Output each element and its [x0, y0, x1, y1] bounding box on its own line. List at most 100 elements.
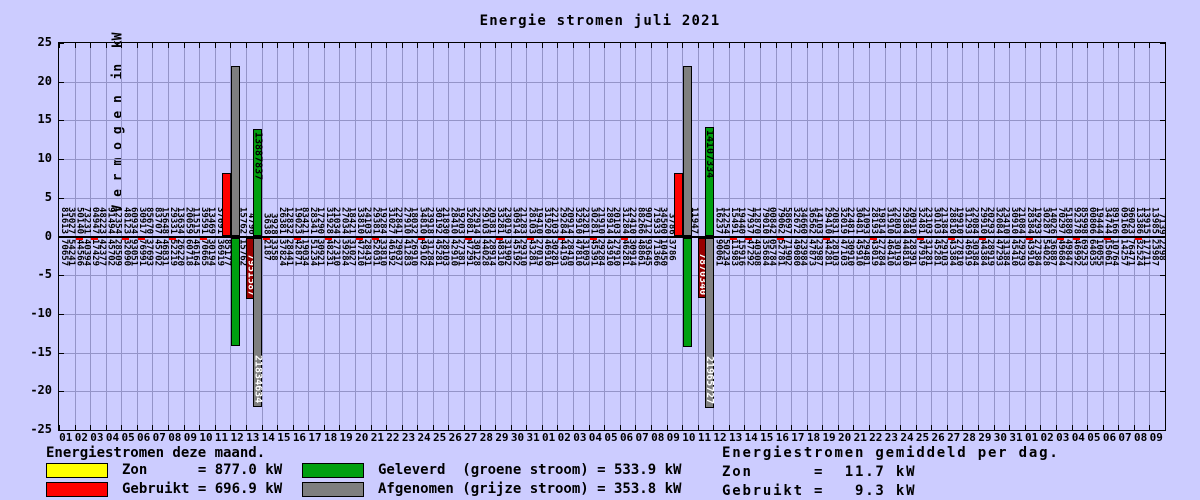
top-tick — [682, 43, 683, 48]
bottom-tick — [355, 425, 356, 430]
bottom-tick — [137, 425, 138, 430]
top-tick — [557, 43, 558, 48]
day-value-upper: 34660 — [798, 207, 809, 235]
x-tick-label: 06 — [137, 431, 151, 444]
bottom-tick — [246, 425, 247, 430]
day-value-upper: 32672 — [791, 207, 802, 235]
day-value-lower: 27384 — [1031, 238, 1042, 266]
bottom-tick — [262, 425, 263, 430]
day-value-lower: 52219 — [168, 238, 179, 266]
day-value-lower: 30128 — [471, 238, 481, 266]
day-value-upper: 13386 — [1133, 207, 1144, 235]
day-value-lower: 42910 — [448, 238, 459, 266]
bottom-tick — [168, 425, 169, 430]
bottom-tick — [1134, 425, 1135, 430]
top-tick — [448, 43, 449, 48]
day-value-upper: 28410 — [448, 207, 459, 235]
day-value-lower: 46192 — [386, 238, 397, 266]
bottom-tick — [573, 425, 574, 430]
bottom-tick — [931, 425, 932, 430]
y-tick-label: -10 — [30, 305, 52, 320]
day-value-upper: 26381 — [277, 207, 288, 235]
x-tick-label: 16 — [775, 431, 789, 444]
day-value-upper: 30103 — [931, 207, 942, 235]
bottom-tick — [916, 425, 917, 430]
day-value-upper: 22481 — [844, 207, 855, 235]
day-value-lower: 31902 — [502, 238, 513, 266]
tiny-red-bar — [465, 237, 472, 240]
top-tick — [978, 43, 979, 48]
day-value-lower: 46919 — [962, 238, 973, 266]
x-tick-label: 17 — [308, 431, 322, 444]
day-value-lower: 32090 — [121, 238, 132, 266]
bottom-tick — [184, 425, 185, 430]
top-tick — [713, 43, 714, 48]
day-value-upper: 22914 — [471, 207, 481, 235]
top-tick — [121, 43, 122, 48]
bar-value-label: 14107334 — [704, 130, 716, 179]
x-tick-label: 03 — [90, 431, 104, 444]
top-tick — [324, 43, 325, 48]
right-tick — [1160, 313, 1165, 315]
tiny-red-bar — [1103, 237, 1111, 240]
day-value-upper: 81613 — [59, 207, 69, 235]
bar-gray-down: 21834634 — [252, 237, 263, 407]
day-value-lower: 31281 — [922, 238, 933, 266]
x-tick-label: 02 — [74, 431, 88, 444]
day-value-lower: 90061 — [713, 238, 724, 266]
top-tick — [698, 43, 699, 48]
day-value-upper: 00842 — [766, 207, 777, 235]
day-value-upper: 51880 — [1062, 207, 1073, 235]
x-tick-label: 11 — [697, 431, 712, 444]
day-value-upper: 91494 — [105, 207, 116, 235]
day-value-lower: 29037 — [393, 238, 404, 266]
day-value-upper: 04947 — [90, 207, 101, 235]
day-value-lower: 39284 — [339, 238, 350, 266]
day-value-lower: 48310 — [495, 238, 506, 266]
day-value-lower: 27910 — [611, 238, 622, 266]
bottom-tick — [978, 425, 979, 430]
bottom-tick — [682, 425, 683, 430]
day-value-upper: 30917 — [136, 207, 147, 235]
day-value-lower: 14257 — [1118, 238, 1129, 266]
bar-gray-up — [682, 66, 692, 237]
day-value-upper: 19444 — [1094, 207, 1105, 235]
day-value-upper: 20059 — [183, 207, 194, 235]
day-value-upper: 90712 — [642, 207, 653, 235]
x-tick-label: 09 — [183, 431, 198, 444]
bar-value-label: 21965727 — [704, 356, 716, 405]
bottom-tick — [604, 425, 605, 430]
bar-green-down — [230, 237, 240, 346]
day-value-lower: 29284 — [595, 238, 606, 266]
bar-gray-up — [230, 66, 240, 237]
x-tick-label: 13 — [246, 431, 260, 444]
day-value-lower: 52781 — [775, 238, 786, 266]
tiny-red-bar — [1025, 237, 1033, 240]
day-value-upper: 29910 — [978, 207, 989, 235]
top-tick — [869, 43, 870, 48]
day-value-lower: 49080 — [791, 238, 802, 266]
day-value-upper: 12870 — [751, 207, 762, 235]
x-tick-label: 21 — [853, 431, 867, 444]
day-value-upper: 15648 — [159, 207, 170, 235]
day-value-upper: 31027 — [386, 207, 397, 235]
day-value-lower: 3786 — [666, 238, 677, 261]
y-tick-label: 10 — [37, 151, 52, 166]
x-tick-label: 27 — [464, 431, 478, 444]
top-tick — [1149, 43, 1150, 48]
bar-value-label: 7951587 — [245, 253, 257, 297]
top-tick — [1118, 43, 1119, 48]
day-value-lower: 28919 — [985, 238, 996, 266]
day-value-lower: 76991 — [136, 238, 147, 266]
top-tick — [947, 43, 948, 48]
bar-green-down — [682, 237, 692, 347]
day-value-lower: 15916 — [735, 238, 746, 266]
legend-left-header: Energiestromen deze maand. — [46, 445, 266, 461]
y-tick-label: -25 — [30, 422, 52, 436]
top-tick — [246, 43, 247, 48]
tiny-red-bar — [776, 237, 784, 240]
day-value-lower: 37824 — [277, 238, 288, 266]
bottom-tick — [526, 425, 527, 430]
day-value-upper: 3928 — [268, 212, 279, 235]
bottom-tick — [635, 425, 636, 430]
